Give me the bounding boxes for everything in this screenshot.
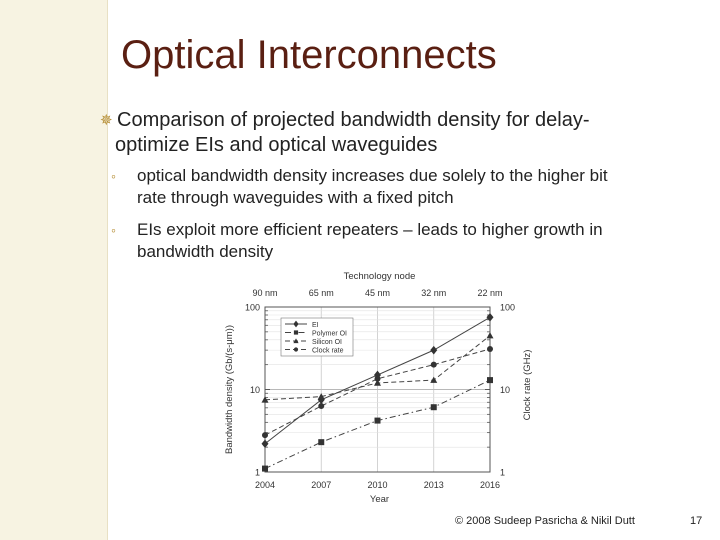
data-point-ei bbox=[430, 346, 437, 355]
top-tick-label: 90 nm bbox=[252, 288, 277, 298]
x-tick-label: 2016 bbox=[480, 480, 500, 490]
y-tick-label: 100 bbox=[245, 303, 260, 313]
x-tick-label: 2010 bbox=[367, 480, 387, 490]
x-tick-label: 2004 bbox=[255, 480, 275, 490]
y2-tick-label: 1 bbox=[500, 468, 505, 478]
y-axis-label: Bandwidth density (Gb/(s-μm)) bbox=[224, 325, 235, 454]
data-point-ei bbox=[487, 313, 494, 322]
top-tick-label: 22 nm bbox=[477, 288, 502, 298]
top-tick-label: 32 nm bbox=[421, 288, 446, 298]
legend-marker-polymer-oi bbox=[294, 330, 298, 334]
x-axis-label: Year bbox=[370, 494, 389, 505]
y-tick-label: 1 bbox=[255, 468, 260, 478]
legend-label-polymer-oi: Polymer OI bbox=[312, 330, 347, 337]
top-tick-label: 65 nm bbox=[309, 288, 334, 298]
y2-tick-label: 100 bbox=[500, 303, 515, 313]
x-tick-label: 2007 bbox=[311, 480, 331, 490]
y-tick-label: 10 bbox=[250, 385, 260, 395]
data-point-clock-rate bbox=[375, 376, 381, 382]
footer-copyright: © 2008 Sudeep Pasricha & Nikil Dutt bbox=[455, 515, 635, 527]
data-point-clock-rate bbox=[262, 432, 268, 438]
data-point-polymer-oi bbox=[318, 439, 324, 445]
data-point-clock-rate bbox=[431, 362, 437, 368]
y2-axis-label: Clock rate (GHz) bbox=[522, 350, 533, 421]
data-point-polymer-oi bbox=[487, 377, 493, 383]
page-number: 17 bbox=[690, 515, 702, 527]
data-point-clock-rate bbox=[318, 403, 324, 409]
data-point-silicon-oi bbox=[487, 332, 494, 338]
y2-tick-label: 10 bbox=[500, 385, 510, 395]
data-point-ei bbox=[262, 439, 269, 448]
legend-label-ei: EI bbox=[312, 322, 319, 329]
data-point-clock-rate bbox=[487, 346, 493, 352]
top-axis-label: Technology node bbox=[344, 271, 416, 282]
legend-label-clock-rate: Clock rate bbox=[312, 347, 344, 354]
legend-marker-clock-rate bbox=[294, 347, 298, 351]
data-point-polymer-oi bbox=[375, 418, 381, 424]
data-point-polymer-oi bbox=[262, 466, 268, 472]
data-point-polymer-oi bbox=[431, 404, 437, 410]
top-tick-label: 45 nm bbox=[365, 288, 390, 298]
x-tick-label: 2013 bbox=[424, 480, 444, 490]
legend-label-silicon-oi: Silicon OI bbox=[312, 339, 342, 346]
